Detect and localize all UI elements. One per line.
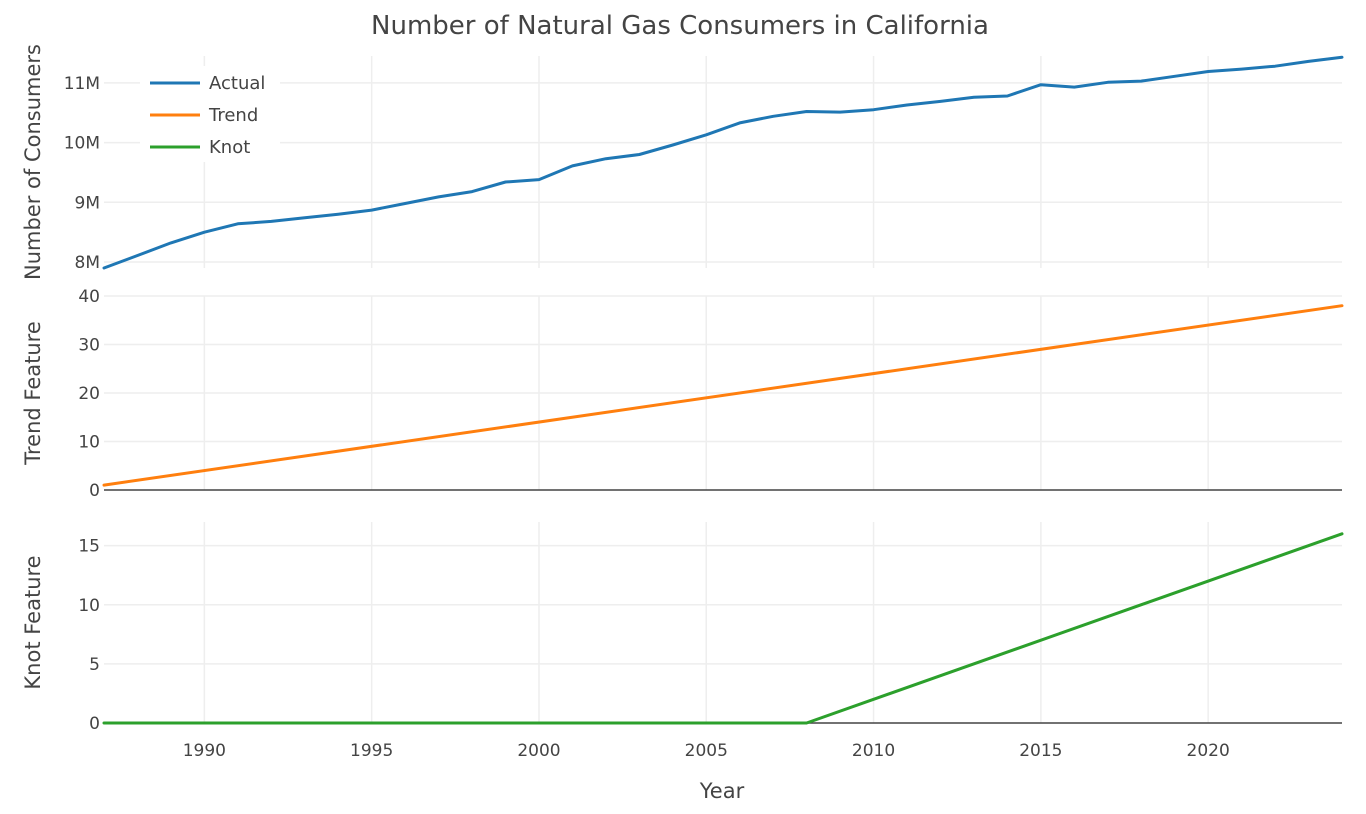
legend-label-actual: Actual [209, 73, 265, 94]
y-tick-label-trend-0: 0 [89, 481, 100, 501]
legend-item-knot[interactable]: Knot [150, 137, 250, 158]
legend-item-trend[interactable]: Trend [150, 105, 258, 126]
x-tick-label-2005: 2005 [685, 741, 728, 761]
panel-knot: 0 5 10 15 Knot Feature 1990 1995 2000 2005 2010 20… [21, 522, 1344, 761]
panel-actual: 8M 9M 10M 11M Number of Consumers [21, 44, 1344, 280]
legend[interactable]: Actual Trend Knot [140, 66, 280, 162]
legend-label-trend: Trend [208, 105, 258, 126]
x-tick-label-1990: 1990 [183, 741, 226, 761]
y-tick-label-actual-11: 11M [64, 74, 100, 94]
x-tick-label-1995: 1995 [350, 741, 393, 761]
series-line-knot[interactable] [102, 532, 1344, 725]
y-axis-title-trend: Trend Feature [21, 321, 45, 466]
y-tick-label-trend-20: 20 [78, 384, 100, 404]
series-line-actual[interactable] [102, 55, 1344, 270]
legend-item-actual[interactable]: Actual [150, 73, 265, 94]
y-axis-title-knot: Knot Feature [21, 555, 45, 689]
y-axis-title-actual: Number of Consumers [21, 44, 45, 280]
y-tick-label-knot-15: 15 [78, 537, 100, 557]
x-tick-label-2020: 2020 [1187, 741, 1230, 761]
series-line-trend[interactable] [102, 304, 1344, 487]
panel-trend: 0 10 20 30 40 Trend Feature [21, 287, 1344, 501]
y-tick-label-trend-10: 10 [78, 433, 100, 453]
y-tick-label-actual-9: 9M [75, 193, 100, 213]
y-tick-label-actual-10: 10M [64, 134, 100, 154]
y-tick-label-knot-10: 10 [78, 596, 100, 616]
y-tick-label-trend-40: 40 [78, 287, 100, 307]
y-tick-label-knot-5: 5 [89, 655, 100, 675]
y-tick-label-trend-30: 30 [78, 336, 100, 356]
x-tick-label-2010: 2010 [852, 741, 895, 761]
x-axis-title: Year [699, 779, 745, 803]
x-tick-label-2000: 2000 [517, 741, 560, 761]
legend-label-knot: Knot [209, 137, 250, 158]
x-tick-label-2015: 2015 [1019, 741, 1062, 761]
y-tick-label-knot-0: 0 [89, 714, 100, 734]
y-tick-label-actual-8: 8M [75, 253, 100, 273]
chart-title: Number of Natural Gas Consumers in Calif… [371, 11, 989, 41]
